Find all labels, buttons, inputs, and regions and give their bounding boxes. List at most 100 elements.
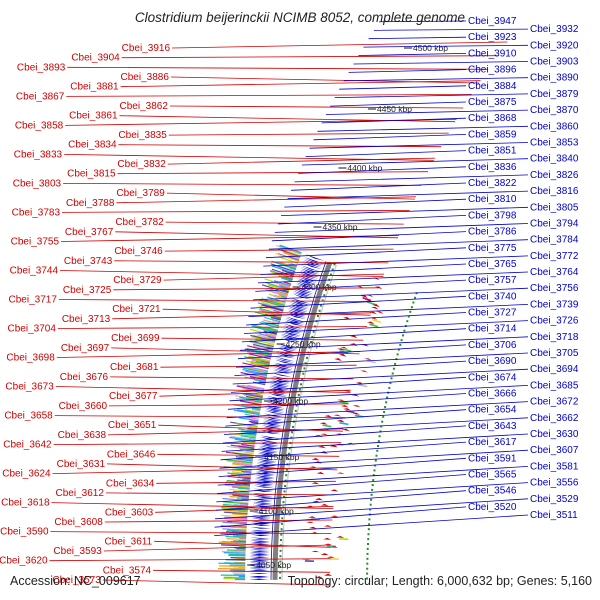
gene-label-left[interactable]: Cbei_3886 <box>121 72 170 83</box>
gene-label-left[interactable]: Cbei_3717 <box>9 295 58 306</box>
gene-label-right[interactable]: Cbei_3932 <box>530 24 579 35</box>
gene-label-right[interactable]: Cbei_3718 <box>530 332 579 343</box>
gene-label-right[interactable]: Cbei_3910 <box>468 48 517 59</box>
gene-label-right[interactable]: Cbei_3810 <box>468 194 517 205</box>
gene-label-right[interactable]: Cbei_3685 <box>530 380 579 391</box>
gene-label-left[interactable]: Cbei_3832 <box>117 159 166 170</box>
gene-label-left[interactable]: Cbei_3767 <box>65 227 114 238</box>
gene-label-right[interactable]: Cbei_3706 <box>468 340 517 351</box>
gene-label-left[interactable]: Cbei_3646 <box>107 449 156 460</box>
gene-label-left[interactable]: Cbei_3612 <box>56 488 105 499</box>
gene-label-left[interactable]: Cbei_3631 <box>57 459 106 470</box>
gene-label-left[interactable]: Cbei_3721 <box>112 304 161 315</box>
gene-label-right[interactable]: Cbei_3617 <box>468 437 517 448</box>
gene-label-left[interactable]: Cbei_3660 <box>59 401 108 412</box>
gene-label-left[interactable]: Cbei_3681 <box>110 362 159 373</box>
gene-label-right[interactable]: Cbei_3756 <box>530 283 579 294</box>
gene-label-left[interactable]: Cbei_3783 <box>12 207 61 218</box>
gene-label-right[interactable]: Cbei_3511 <box>530 510 578 521</box>
gene-label-right[interactable]: Cbei_3826 <box>530 170 579 181</box>
gene-label-right[interactable]: Cbei_3581 <box>530 461 579 472</box>
gene-label-right[interactable]: Cbei_3875 <box>468 97 517 108</box>
gene-label-right[interactable]: Cbei_3775 <box>468 243 517 254</box>
gene-label-right[interactable]: Cbei_3859 <box>468 129 517 140</box>
gene-label-left[interactable]: Cbei_3789 <box>116 188 165 199</box>
gene-label-left[interactable]: Cbei_3634 <box>106 478 155 489</box>
gene-label-left[interactable]: Cbei_3620 <box>0 556 48 567</box>
gene-label-right[interactable]: Cbei_3662 <box>530 413 579 424</box>
gene-label-right[interactable]: Cbei_3923 <box>468 32 517 43</box>
gene-label-right[interactable]: Cbei_3529 <box>530 494 579 505</box>
gene-label-left[interactable]: Cbei_3858 <box>15 120 64 131</box>
gene-label-left[interactable]: Cbei_3861 <box>69 111 118 122</box>
gene-label-left[interactable]: Cbei_3782 <box>115 217 164 228</box>
gene-label-right[interactable]: Cbei_3840 <box>530 154 579 165</box>
gene-label-right[interactable]: Cbei_3690 <box>468 356 517 367</box>
gene-label-right[interactable]: Cbei_3903 <box>530 57 579 68</box>
gene-label-left[interactable]: Cbei_3835 <box>118 130 167 141</box>
gene-label-right[interactable]: Cbei_3727 <box>468 308 517 319</box>
gene-label-left[interactable]: Cbei_3704 <box>8 324 57 335</box>
gene-label-right[interactable]: Cbei_3630 <box>530 429 579 440</box>
gene-label-left[interactable]: Cbei_3673 <box>5 382 54 393</box>
gene-label-left[interactable]: Cbei_3893 <box>17 62 66 73</box>
gene-label-right[interactable]: Cbei_3794 <box>530 219 579 230</box>
gene-label-left[interactable]: Cbei_3698 <box>6 353 55 364</box>
gene-label-left[interactable]: Cbei_3624 <box>2 469 51 480</box>
gene-label-right[interactable]: Cbei_3546 <box>468 486 517 497</box>
gene-label-right[interactable]: Cbei_3805 <box>530 202 579 213</box>
gene-label-left[interactable]: Cbei_3574 <box>103 565 152 576</box>
gene-label-right[interactable]: Cbei_3784 <box>530 235 579 246</box>
gene-label-right[interactable]: Cbei_3870 <box>530 105 579 116</box>
gene-label-right[interactable]: Cbei_3739 <box>530 299 579 310</box>
gene-label-left[interactable]: Cbei_3725 <box>63 285 112 296</box>
gene-label-right[interactable]: Cbei_3868 <box>468 113 517 124</box>
gene-label-right[interactable]: Cbei_3786 <box>468 227 517 238</box>
gene-label-right[interactable]: Cbei_3851 <box>468 146 517 157</box>
gene-label-left[interactable]: Cbei_3676 <box>60 372 109 383</box>
gene-label-left[interactable]: Cbei_3593 <box>53 546 102 557</box>
gene-label-right[interactable]: Cbei_3674 <box>468 372 517 383</box>
gene-label-right[interactable]: Cbei_3591 <box>468 453 517 464</box>
gene-label-right[interactable]: Cbei_3694 <box>530 364 579 375</box>
gene-label-left[interactable]: Cbei_3642 <box>3 440 52 451</box>
gene-label-left[interactable]: Cbei_3697 <box>61 343 110 354</box>
gene-label-right[interactable]: Cbei_3879 <box>530 89 579 100</box>
gene-label-left[interactable]: Cbei_3658 <box>4 411 53 422</box>
gene-label-right[interactable]: Cbei_3836 <box>468 162 517 173</box>
gene-label-right[interactable]: Cbei_3920 <box>530 40 579 51</box>
gene-label-left[interactable]: Cbei_3729 <box>113 275 162 286</box>
gene-label-left[interactable]: Cbei_3815 <box>67 169 116 180</box>
gene-label-right[interactable]: Cbei_3654 <box>468 405 517 416</box>
gene-label-right[interactable]: Cbei_3816 <box>530 186 579 197</box>
gene-label-left[interactable]: Cbei_3746 <box>114 246 163 257</box>
gene-label-right[interactable]: Cbei_3884 <box>468 81 517 92</box>
gene-label-left[interactable]: Cbei_3743 <box>64 256 113 267</box>
gene-label-left[interactable]: Cbei_3611 <box>105 536 153 547</box>
gene-label-right[interactable]: Cbei_3765 <box>468 259 517 270</box>
gene-label-right[interactable]: Cbei_3757 <box>468 275 517 286</box>
gene-label-right[interactable]: Cbei_3666 <box>468 389 517 400</box>
gene-label-left[interactable]: Cbei_3904 <box>71 53 120 64</box>
gene-label-left[interactable]: Cbei_3803 <box>13 178 62 189</box>
gene-label-left[interactable]: Cbei_3590 <box>0 527 49 538</box>
gene-label-right[interactable]: Cbei_3714 <box>468 324 517 335</box>
gene-label-left[interactable]: Cbei_3916 <box>122 43 171 54</box>
gene-label-right[interactable]: Cbei_3764 <box>530 267 579 278</box>
gene-label-right[interactable]: Cbei_3772 <box>530 251 579 262</box>
gene-label-right[interactable]: Cbei_3853 <box>530 138 579 149</box>
gene-label-left[interactable]: Cbei_3638 <box>58 430 107 441</box>
gene-label-left[interactable]: Cbei_3608 <box>54 517 103 528</box>
gene-label-right[interactable]: Cbei_3672 <box>530 397 579 408</box>
gene-label-right[interactable]: Cbei_3822 <box>468 178 517 189</box>
gene-label-right[interactable]: Cbei_3726 <box>530 316 579 327</box>
gene-label-left[interactable]: Cbei_3573 <box>52 575 101 586</box>
gene-label-right[interactable]: Cbei_3896 <box>468 65 517 76</box>
gene-label-right[interactable]: Cbei_3556 <box>530 478 579 489</box>
gene-label-left[interactable]: Cbei_3833 <box>14 149 63 160</box>
gene-label-right[interactable]: Cbei_3607 <box>530 445 579 456</box>
gene-label-left[interactable]: Cbei_3618 <box>1 498 50 509</box>
gene-label-left[interactable]: Cbei_3744 <box>10 266 59 277</box>
gene-label-right[interactable]: Cbei_3947 <box>468 16 517 27</box>
gene-label-left[interactable]: Cbei_3699 <box>111 333 160 344</box>
